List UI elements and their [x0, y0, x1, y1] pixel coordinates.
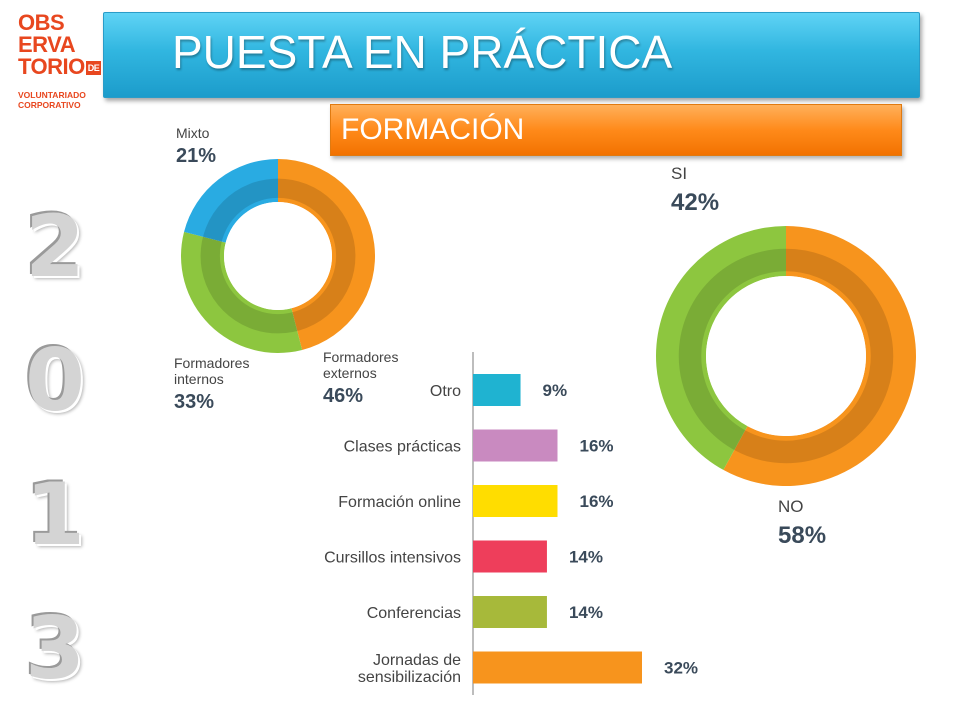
year-digit: 2	[25, 197, 85, 297]
bar-2	[473, 485, 558, 517]
bar-1	[473, 429, 558, 462]
section-banner: FORMACIÓN	[330, 104, 902, 156]
bar-value-label-3: 14%	[569, 548, 603, 567]
bar-category-label-4: Conferencias	[367, 605, 461, 622]
section-title: FORMACIÓN	[341, 113, 525, 146]
bar-value-label-1: 16%	[580, 437, 614, 456]
donut-slice-1	[656, 226, 786, 470]
bar-4	[473, 596, 547, 628]
bar-category-label-0: Otro	[430, 383, 461, 400]
bar-value-label-2: 16%	[580, 492, 614, 511]
donut-slice-0	[723, 226, 916, 486]
donut-slice-1	[180, 231, 303, 353]
year-digits: 2 0 1 3	[25, 180, 85, 716]
year-digit: 3	[25, 599, 85, 699]
donut-chart-si-no	[656, 226, 916, 486]
donut1-pct-externos: 46%	[323, 385, 363, 407]
donut2-pct-no: 58%	[778, 522, 826, 549]
donut-inner-ring	[678, 248, 894, 464]
year-digit: 0	[25, 331, 85, 431]
logo: OBS ERVA TORIO DE VOLUNTARIADO CORPORATIV…	[8, 8, 102, 110]
donut-inner-ring	[200, 178, 356, 334]
donut1-pct-internos: 33%	[174, 391, 214, 413]
donut-slice-0	[278, 159, 375, 350]
bar-chart-tipo-formacion: 9% Otro 16% Clases prácticas 16% Formación on…	[324, 352, 698, 695]
donut1-label-externos-2: externos	[323, 365, 377, 381]
bar-0	[473, 374, 521, 406]
bar-value-label-4: 14%	[569, 603, 603, 622]
year-digit: 1	[25, 465, 85, 565]
donut1-label-internos-2: internos	[174, 371, 224, 387]
bar-category-label-3: Cursillos intensivos	[324, 550, 461, 567]
bar-3	[473, 540, 547, 573]
bar-category-label-5: sensibilización	[358, 669, 461, 686]
bar-value-label-0: 9%	[543, 381, 568, 400]
donut-slice-2	[184, 159, 278, 243]
donut-hole	[706, 276, 866, 436]
donut2-label-no: NO	[778, 497, 804, 516]
logo-wordmark: OBS ERVA TORIO DE	[18, 10, 102, 79]
bar-category-label-1: Clases prácticas	[344, 439, 461, 456]
donut1-label-internos: Formadores	[174, 355, 249, 371]
donut-hole	[224, 202, 332, 310]
donut2-pct-si: 42%	[671, 189, 719, 216]
logo-subtitle: VOLUNTARIADO CORPORATIVO	[18, 90, 86, 110]
donut1-label-mixto: Mixto	[176, 125, 210, 141]
bar-5	[473, 651, 642, 684]
title-banner: PUESTA EN PRÁCTICA	[103, 12, 920, 98]
donut1-pct-mixto: 21%	[176, 145, 216, 167]
bar-category-label-2: Formación online	[338, 494, 461, 511]
page-title: PUESTA EN PRÁCTICA	[172, 26, 673, 78]
bar-category-label-5: Jornadas de	[373, 652, 461, 669]
donut-chart-formadores	[180, 159, 375, 353]
donut2-label-si: SI	[671, 164, 687, 183]
donut1-label-externos: Formadores	[323, 349, 398, 365]
bar-value-label-5: 32%	[664, 659, 698, 678]
